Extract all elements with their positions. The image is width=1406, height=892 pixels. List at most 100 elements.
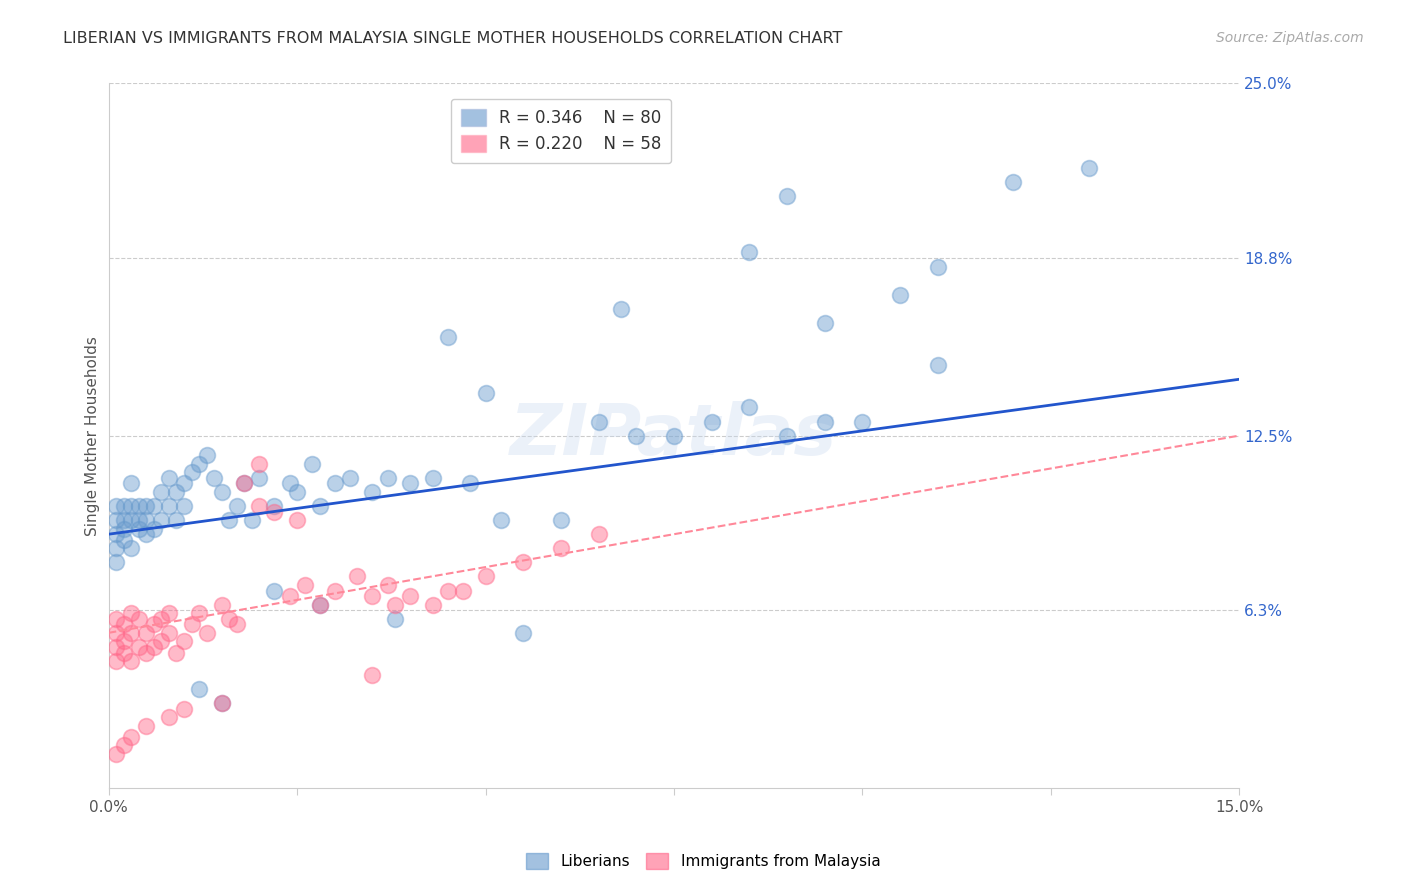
- Point: [247, 471, 270, 485]
- Point: [128, 499, 150, 513]
- Point: [889, 287, 911, 301]
- Point: [120, 499, 142, 513]
- Point: [173, 476, 195, 491]
- Point: [135, 719, 157, 733]
- Point: [489, 513, 512, 527]
- Point: [173, 499, 195, 513]
- Point: [588, 527, 610, 541]
- Point: [700, 415, 723, 429]
- Point: [263, 583, 285, 598]
- Point: [128, 640, 150, 654]
- Point: [384, 598, 406, 612]
- Point: [173, 634, 195, 648]
- Point: [512, 625, 534, 640]
- Point: [1077, 161, 1099, 175]
- Point: [105, 555, 128, 569]
- Point: [105, 640, 128, 654]
- Point: [195, 625, 218, 640]
- Text: LIBERIAN VS IMMIGRANTS FROM MALAYSIA SINGLE MOTHER HOUSEHOLDS CORRELATION CHART: LIBERIAN VS IMMIGRANTS FROM MALAYSIA SIN…: [63, 31, 842, 46]
- Point: [157, 606, 180, 620]
- Point: [112, 499, 135, 513]
- Point: [285, 485, 308, 500]
- Point: [150, 485, 173, 500]
- Point: [120, 730, 142, 744]
- Text: ZIPatlas: ZIPatlas: [510, 401, 838, 470]
- Point: [927, 358, 949, 372]
- Point: [285, 513, 308, 527]
- Point: [188, 606, 211, 620]
- Point: [323, 583, 346, 598]
- Point: [323, 476, 346, 491]
- Point: [128, 612, 150, 626]
- Point: [308, 598, 330, 612]
- Point: [460, 476, 482, 491]
- Point: [294, 578, 316, 592]
- Point: [180, 617, 202, 632]
- Point: [1002, 175, 1025, 189]
- Point: [202, 471, 225, 485]
- Point: [188, 682, 211, 697]
- Point: [120, 476, 142, 491]
- Point: [814, 316, 837, 330]
- Point: [225, 617, 247, 632]
- Point: [120, 541, 142, 556]
- Point: [377, 471, 399, 485]
- Point: [610, 301, 633, 316]
- Point: [135, 625, 157, 640]
- Point: [120, 654, 142, 668]
- Point: [142, 499, 165, 513]
- Point: [112, 522, 135, 536]
- Point: [738, 245, 761, 260]
- Point: [105, 513, 128, 527]
- Point: [150, 513, 173, 527]
- Point: [157, 499, 180, 513]
- Point: [233, 476, 256, 491]
- Point: [422, 471, 444, 485]
- Point: [738, 401, 761, 415]
- Point: [211, 696, 233, 710]
- Point: [301, 457, 323, 471]
- Point: [135, 646, 157, 660]
- Point: [157, 710, 180, 724]
- Point: [437, 583, 460, 598]
- Point: [105, 499, 128, 513]
- Point: [112, 533, 135, 547]
- Point: [218, 612, 240, 626]
- Point: [112, 617, 135, 632]
- Point: [776, 189, 799, 203]
- Point: [550, 513, 572, 527]
- Point: [120, 606, 142, 620]
- Point: [211, 696, 233, 710]
- Point: [173, 702, 195, 716]
- Point: [180, 465, 202, 479]
- Point: [588, 415, 610, 429]
- Point: [512, 555, 534, 569]
- Point: [166, 485, 188, 500]
- Point: [851, 415, 873, 429]
- Point: [157, 471, 180, 485]
- Point: [399, 589, 422, 603]
- Point: [361, 485, 384, 500]
- Point: [247, 499, 270, 513]
- Point: [399, 476, 422, 491]
- Point: [278, 476, 301, 491]
- Point: [105, 612, 128, 626]
- Point: [188, 457, 211, 471]
- Point: [105, 747, 128, 761]
- Point: [377, 578, 399, 592]
- Point: [626, 428, 648, 442]
- Point: [128, 513, 150, 527]
- Point: [240, 513, 263, 527]
- Point: [211, 598, 233, 612]
- Point: [142, 617, 165, 632]
- Point: [247, 457, 270, 471]
- Point: [308, 598, 330, 612]
- Point: [166, 513, 188, 527]
- Point: [927, 260, 949, 274]
- Point: [142, 640, 165, 654]
- Point: [308, 499, 330, 513]
- Point: [135, 513, 157, 527]
- Text: Source: ZipAtlas.com: Source: ZipAtlas.com: [1216, 31, 1364, 45]
- Point: [361, 589, 384, 603]
- Point: [776, 428, 799, 442]
